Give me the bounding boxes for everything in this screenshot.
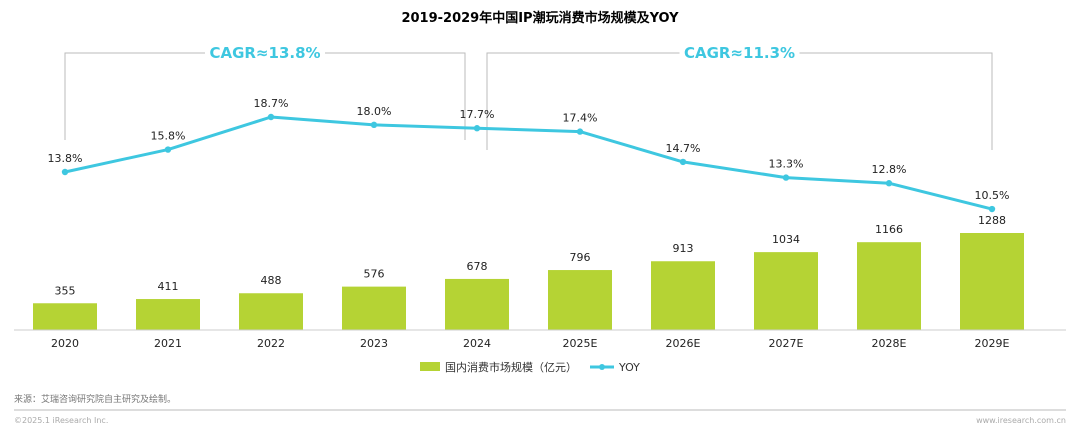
bar-value-label: 796 [570, 251, 591, 264]
cagr-bracket [486, 52, 993, 150]
bar [239, 293, 303, 330]
yoy-point [164, 146, 172, 153]
yoy-line [64, 115, 993, 211]
bar [548, 270, 612, 330]
yoy-value-label: 17.7% [460, 108, 495, 121]
yoy-point [988, 205, 996, 213]
bar-value-label: 488 [261, 274, 282, 287]
yoy-point [782, 174, 790, 181]
x-tick-label: 2029E [975, 337, 1010, 350]
bar [342, 286, 406, 330]
yoy-value-labels: 13.8% 15.8% 18.7% 18.0% 17.7% 17.4% 14.7% 13.3%… [48, 97, 1010, 202]
bar [960, 233, 1024, 330]
yoy-value-label: 17.4% [563, 112, 598, 125]
yoy-point [61, 168, 69, 176]
source-note: 来源：艾瑞咨询研究院自主研究及绘制。 [14, 393, 176, 405]
x-tick-label: 2022 [257, 337, 285, 350]
yoy-value-label: 13.8% [48, 152, 83, 165]
legend-bar-label: 国内消费市场规模（亿元） [445, 360, 577, 374]
bar [136, 299, 200, 330]
legend-bar-swatch [420, 362, 440, 371]
cagr-label: CAGR≈11.3% [684, 44, 795, 62]
yoy-point [267, 113, 275, 121]
chart-title: 2019-2029年中国IP潮玩消费市场规模及YOY [401, 10, 679, 26]
bar [754, 252, 818, 330]
cagr-brackets: CAGR≈13.8% CAGR≈11.3% [64, 44, 993, 150]
bar [33, 303, 97, 330]
yoy-value-label: 10.5% [975, 189, 1010, 202]
cagr-bracket [64, 52, 466, 140]
yoy-point [679, 158, 687, 166]
yoy-value-label: 12.8% [872, 163, 907, 176]
yoy-point [576, 128, 584, 135]
yoy-point [473, 125, 481, 132]
bar-value-labels: 355 411 488 576 678 796 913 1034 1166 1288 [55, 214, 1007, 297]
x-tick-label: 2026E [666, 337, 701, 350]
legend-line-marker [599, 364, 605, 370]
bar-value-label: 678 [467, 260, 488, 273]
x-tick-label: 2023 [360, 337, 388, 350]
copyright: ©2025.1 iResearch Inc. [14, 416, 108, 425]
bar-value-label: 913 [673, 242, 694, 255]
bar-value-label: 411 [158, 280, 179, 293]
cagr-label: CAGR≈13.8% [209, 44, 320, 62]
legend: 国内消费市场规模（亿元） YOY [420, 360, 640, 374]
bar-value-label: 1034 [772, 233, 800, 246]
yoy-value-label: 14.7% [666, 142, 701, 155]
x-tick-label: 2021 [154, 337, 182, 350]
x-tick-label: 2028E [872, 337, 907, 350]
bar-series [33, 233, 1024, 330]
yoy-point [370, 121, 378, 129]
bar-value-label: 576 [364, 268, 385, 281]
x-tick-label: 2020 [51, 337, 79, 350]
bar-value-label: 1166 [875, 223, 903, 236]
yoy-value-label: 15.8% [151, 130, 186, 143]
yoy-value-label: 18.0% [357, 105, 392, 118]
yoy-line-series [61, 113, 996, 213]
yoy-value-label: 13.3% [769, 158, 804, 171]
legend-line-label: YOY [618, 361, 640, 374]
bar [651, 261, 715, 330]
bar [445, 278, 509, 330]
x-axis-ticks: 2020 2021 2022 2023 2024 2025E 2026E 2027E 2028E… [51, 337, 1010, 350]
bar-value-label: 1288 [978, 214, 1006, 227]
website: www.iresearch.com.cn [976, 416, 1066, 425]
x-tick-label: 2027E [769, 337, 804, 350]
bar-value-label: 355 [55, 284, 76, 297]
yoy-value-label: 18.7% [254, 97, 289, 110]
x-tick-label: 2024 [463, 337, 491, 350]
x-tick-label: 2025E [563, 337, 598, 350]
bar [857, 242, 921, 330]
yoy-point [885, 180, 893, 187]
